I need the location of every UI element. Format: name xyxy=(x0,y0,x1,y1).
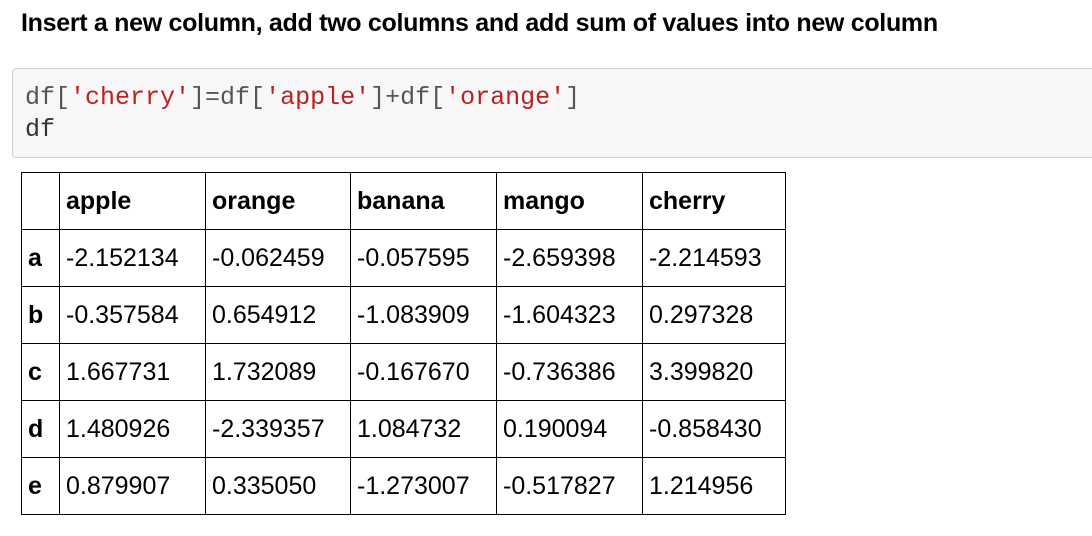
table-row: d 1.480926 -2.339357 1.084732 0.190094 -… xyxy=(21,400,786,458)
code-token: ] xyxy=(565,83,581,112)
row-index: a xyxy=(21,229,60,287)
table-cell: 1.732089 xyxy=(205,343,351,401)
table-cell: -0.858430 xyxy=(642,400,786,458)
table-cell: 0.654912 xyxy=(205,286,351,344)
row-index: e xyxy=(21,457,60,515)
table-cell: -1.083909 xyxy=(350,286,497,344)
row-index: b xyxy=(21,286,60,344)
table-cell: -0.167670 xyxy=(350,343,497,401)
table-cell: -0.736386 xyxy=(496,343,643,401)
table-cell: -2.659398 xyxy=(496,229,643,287)
table-cell: 1.667731 xyxy=(59,343,206,401)
table-row: b -0.357584 0.654912 -1.083909 -1.604323… xyxy=(21,286,786,344)
index-header-cell xyxy=(21,172,60,230)
table-cell: 0.335050 xyxy=(205,457,351,515)
row-index: d xyxy=(21,400,60,458)
table-header-row: apple orange banana mango cherry xyxy=(21,172,786,230)
row-index: c xyxy=(21,343,60,401)
column-header: cherry xyxy=(642,172,786,230)
table-cell: -1.604323 xyxy=(496,286,643,344)
table-row: c 1.667731 1.732089 -0.167670 -0.736386 … xyxy=(21,343,786,401)
table-cell: -2.339357 xyxy=(205,400,351,458)
table-cell: -0.357584 xyxy=(59,286,206,344)
table-cell: 1.214956 xyxy=(642,457,786,515)
table-row: e 0.879907 0.335050 -1.273007 -0.517827 … xyxy=(21,457,786,515)
code-string-literal: 'apple' xyxy=(265,83,371,112)
column-header: mango xyxy=(496,172,643,230)
table-cell: -0.057595 xyxy=(350,229,497,287)
table-cell: -1.273007 xyxy=(350,457,497,515)
table-cell: 0.190094 xyxy=(496,400,643,458)
code-token: ]=df[ xyxy=(190,83,266,112)
markdown-heading: Insert a new column, add two columns and… xyxy=(21,9,938,37)
table-cell: -2.152134 xyxy=(59,229,206,287)
table-cell: -0.062459 xyxy=(205,229,351,287)
code-line-2: df xyxy=(25,115,56,144)
table-cell: -2.214593 xyxy=(642,229,786,287)
dataframe-table: apple orange banana mango cherry a -2.15… xyxy=(21,172,786,515)
column-header: apple xyxy=(59,172,206,230)
table-cell: -0.517827 xyxy=(496,457,643,515)
table-row: a -2.152134 -0.062459 -0.057595 -2.65939… xyxy=(21,229,786,287)
table-cell: 3.399820 xyxy=(642,343,786,401)
code-string-literal: 'orange' xyxy=(445,83,566,112)
column-header: banana xyxy=(350,172,497,230)
table-cell: 1.084732 xyxy=(350,400,497,458)
code-token: ]+df[ xyxy=(370,83,446,112)
table-cell: 0.879907 xyxy=(59,457,206,515)
code-string-literal: 'cherry' xyxy=(70,83,191,112)
code-token: df[ xyxy=(25,83,71,112)
code-line-1: df['cherry']=df['apple']+df['orange'] xyxy=(25,83,580,113)
code-cell[interactable]: df['cherry']=df['apple']+df['orange'] df xyxy=(12,68,1092,158)
column-header: orange xyxy=(205,172,351,230)
table-cell: 0.297328 xyxy=(642,286,786,344)
table-cell: 1.480926 xyxy=(59,400,206,458)
